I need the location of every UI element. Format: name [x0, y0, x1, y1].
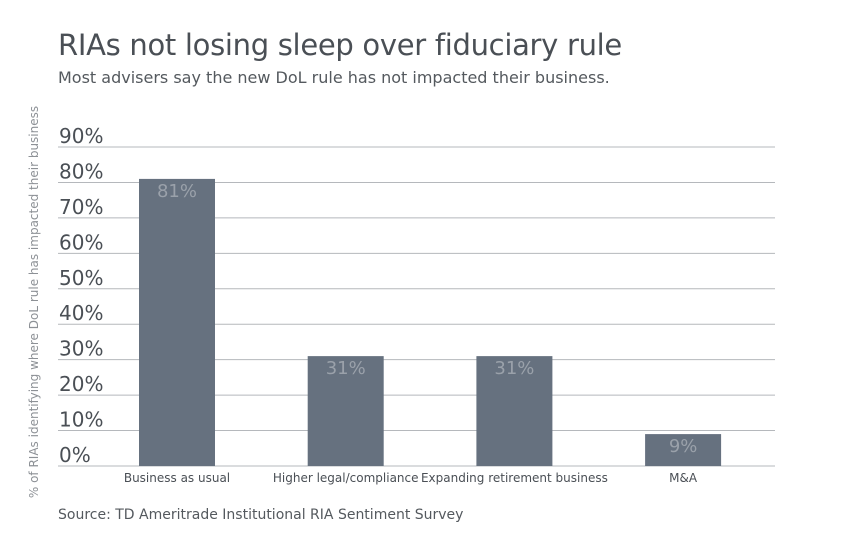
x-tick-labels: Business as usual Higher legal/compliance…: [124, 471, 698, 485]
y-tick-label: 20%: [59, 372, 103, 396]
y-tick-label: 40%: [59, 301, 103, 325]
bar-value-label: 31%: [326, 358, 366, 379]
y-tick-label: 50%: [59, 266, 103, 290]
y-tick-label: 80%: [59, 159, 103, 183]
bar: [139, 178, 215, 466]
y-tick-label: 10%: [59, 408, 103, 432]
bars: [139, 178, 722, 466]
y-tick-label: 60%: [59, 230, 103, 254]
bar: [476, 356, 553, 466]
bar: [307, 356, 384, 466]
y-tick-label: 70%: [59, 195, 103, 219]
chart-title: RIAs not losing sleep over fiduciary rul…: [58, 28, 622, 62]
y-tick-label: 0%: [59, 443, 91, 467]
bar-value-label: 81%: [157, 181, 197, 202]
x-tick-label: Business as usual: [124, 471, 230, 485]
bar: [645, 434, 722, 466]
bar-value-label: 31%: [494, 358, 534, 379]
x-tick-label: Higher legal/compliance: [273, 471, 419, 485]
y-tick-label: 90%: [59, 124, 103, 148]
y-tick-label: 30%: [59, 337, 103, 361]
x-tick-label: Expanding retirement business: [421, 471, 608, 485]
x-tick-label: M&A: [669, 471, 698, 485]
bar-value-label: 9%: [669, 436, 698, 457]
source-note: Source: TD Ameritrade Institutional RIA …: [58, 507, 464, 523]
value-labels: 81% 31% 31% 9%: [157, 181, 697, 457]
chart-subtitle: Most advisers say the new DoL rule has n…: [58, 68, 610, 87]
y-tick-labels: 0% 10% 20% 30% 40% 50% 60% 70% 80% 90%: [59, 124, 103, 467]
